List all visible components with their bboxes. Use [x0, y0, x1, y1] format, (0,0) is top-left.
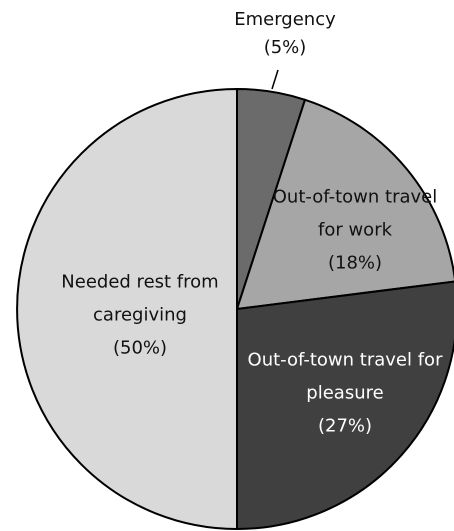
- category-label: Out-of-town travel for pleasure: [247, 349, 443, 404]
- slice-label: Needed rest from caregiving (50%): [50, 266, 230, 365]
- leader-line: [271, 69, 279, 90]
- category-label: Out-of-town travel for work: [272, 186, 438, 241]
- value-label: (5%): [263, 37, 307, 58]
- slice-label: Out-of-town travel for work (18%): [268, 181, 443, 280]
- slice-label: Emergency (5%): [205, 6, 365, 62]
- value-label: (18%): [327, 252, 383, 274]
- value-label: (27%): [317, 415, 373, 437]
- slice-label: Out-of-town travel for pleasure (27%): [235, 344, 454, 443]
- category-label: Needed rest from caregiving: [61, 271, 219, 326]
- pie-slice: [16, 87, 238, 531]
- category-label: Emergency: [234, 9, 336, 30]
- value-label: (50%): [112, 337, 168, 359]
- pie-slice: [235, 98, 454, 311]
- pie-slice: [236, 280, 454, 531]
